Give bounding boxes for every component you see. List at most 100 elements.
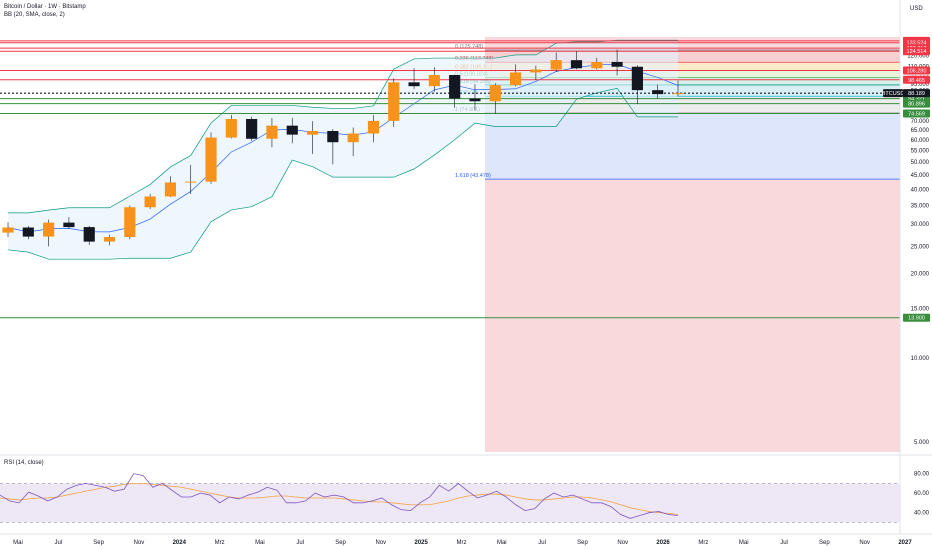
price-level-label[interactable]: 13.900 (908, 316, 925, 322)
level-labels: 135.658133.524127.713124.514106.28098.46… (882, 36, 930, 322)
time-axis-label: Jul (54, 540, 62, 546)
candle[interactable] (388, 82, 400, 121)
price-axis-tick: 120.000 (907, 54, 929, 60)
candle[interactable] (83, 227, 95, 242)
candle[interactable] (469, 98, 481, 102)
candle[interactable] (449, 75, 461, 99)
price-level-label[interactable]: 98.465 (908, 78, 925, 84)
price-axis-tick: 15.000 (911, 306, 930, 312)
bb-band-fill (8, 40, 678, 260)
stop-zone (485, 179, 900, 452)
price-axis-tick: 35.000 (911, 203, 930, 209)
candle[interactable] (266, 125, 278, 139)
price-level-label[interactable]: 124.514 (907, 49, 927, 55)
time-axis-label: Jul (538, 540, 546, 546)
candle[interactable] (570, 60, 583, 69)
price-level-label-bg[interactable] (903, 109, 930, 118)
bb-basis-line[interactable] (7, 63, 679, 233)
time-axis-label: Nov (859, 540, 870, 546)
candle[interactable] (144, 196, 156, 208)
rsi-indicator-legend[interactable]: RSI (14, close) (4, 460, 44, 466)
fib-label: 1.618 (43.478) (455, 173, 491, 179)
fib-zone (485, 96, 900, 114)
current-price-label[interactable]: 88.189 (908, 91, 925, 97)
price-axis-tick: 25.000 (911, 244, 930, 250)
time-axis-label: Mrz (215, 540, 225, 546)
candle[interactable] (164, 182, 177, 197)
candle[interactable] (530, 69, 542, 73)
candle[interactable] (408, 82, 420, 87)
price-level-label[interactable]: 80.896 (908, 102, 925, 108)
candle[interactable] (509, 72, 522, 86)
candle[interactable] (124, 207, 136, 238)
candle[interactable] (246, 119, 258, 139)
price-axis-tick: 5.000 (914, 440, 930, 446)
candle[interactable] (591, 61, 603, 69)
rsi-signal-line[interactable] (0, 482, 679, 515)
candle[interactable] (205, 137, 217, 182)
candle[interactable] (489, 85, 501, 102)
time-axis-label: Mai (497, 540, 507, 546)
price-axis-tick: 40.000 (911, 187, 930, 193)
price-level-label-bg[interactable] (903, 66, 930, 75)
time-axis-label: 2025 (415, 540, 429, 546)
price-level-label-bg[interactable] (903, 99, 930, 108)
time-axis-label: Mrz (698, 540, 708, 546)
candle[interactable] (550, 60, 562, 70)
price-axis-tick: 45.000 (911, 173, 930, 179)
symbol-tag-bg[interactable] (883, 89, 903, 98)
candle[interactable] (286, 125, 298, 135)
price-level-label-bg[interactable] (903, 313, 930, 322)
candle[interactable] (306, 130, 319, 135)
candle[interactable] (225, 119, 237, 138)
price-axis-tick: 30.000 (911, 222, 930, 228)
candle[interactable] (63, 222, 75, 228)
candle[interactable] (2, 227, 14, 233)
time-axis-label: Nov (617, 540, 628, 546)
price-pane[interactable]: 0 (125.748)0.236 (113.748)0.382 (106.3..… (0, 36, 900, 452)
rsi-axis-tick: 60.00 (914, 491, 930, 497)
price-level-label[interactable]: 133.524 (907, 41, 927, 47)
price-axis-tick: 10.000 (911, 356, 930, 362)
rsi-pane[interactable] (0, 473, 900, 523)
candle[interactable] (367, 120, 380, 134)
candle[interactable] (103, 237, 116, 242)
price-axis-tick: 20.000 (911, 272, 930, 278)
symbol-tag[interactable]: BTCUSD (882, 91, 905, 97)
currency-label[interactable]: USD (910, 6, 923, 12)
bb-indicator-legend[interactable]: BB (20, SMA, close, 2) (4, 12, 65, 18)
fib-zone (485, 84, 900, 97)
price-level-label[interactable]: 74.569 (908, 112, 925, 118)
price-level-label-bg[interactable] (903, 47, 930, 56)
price-axis-tick: 95.000 (911, 82, 930, 88)
price-level-label[interactable]: 84.321 (908, 97, 925, 103)
chart-title: Bitcoin / Dollar · 1W · Bitstamp (4, 4, 86, 10)
candle[interactable] (185, 181, 197, 183)
time-axis-label: Sep (93, 540, 104, 546)
rsi-line[interactable] (0, 473, 679, 519)
candle[interactable] (611, 61, 623, 67)
time-axis-label: Jul (780, 540, 788, 546)
candle[interactable] (347, 133, 359, 143)
candle[interactable] (672, 93, 684, 95)
price-level-label[interactable]: 106.280 (907, 68, 927, 74)
time-axis-label: 2024 (173, 540, 187, 546)
price-level-label-bg[interactable] (903, 75, 930, 84)
candle[interactable] (652, 90, 664, 95)
candle[interactable] (43, 222, 55, 237)
candle[interactable] (428, 75, 440, 87)
price-axis-tick: 60.000 (911, 138, 930, 144)
time-axis-label: Sep (577, 540, 588, 546)
bb-lower-line[interactable] (7, 87, 678, 260)
time-axis-label: Nov (376, 540, 387, 546)
candle[interactable] (327, 130, 339, 143)
price-axis-tick: 70.000 (911, 119, 930, 125)
current-price-label-bg[interactable] (903, 89, 930, 98)
time-axis-label: Mai (739, 540, 749, 546)
fib-zone (485, 62, 900, 71)
candle[interactable] (631, 66, 643, 91)
candle[interactable] (22, 227, 34, 237)
price-axis-tick: 65.000 (911, 128, 930, 134)
fib-zone (485, 77, 900, 85)
